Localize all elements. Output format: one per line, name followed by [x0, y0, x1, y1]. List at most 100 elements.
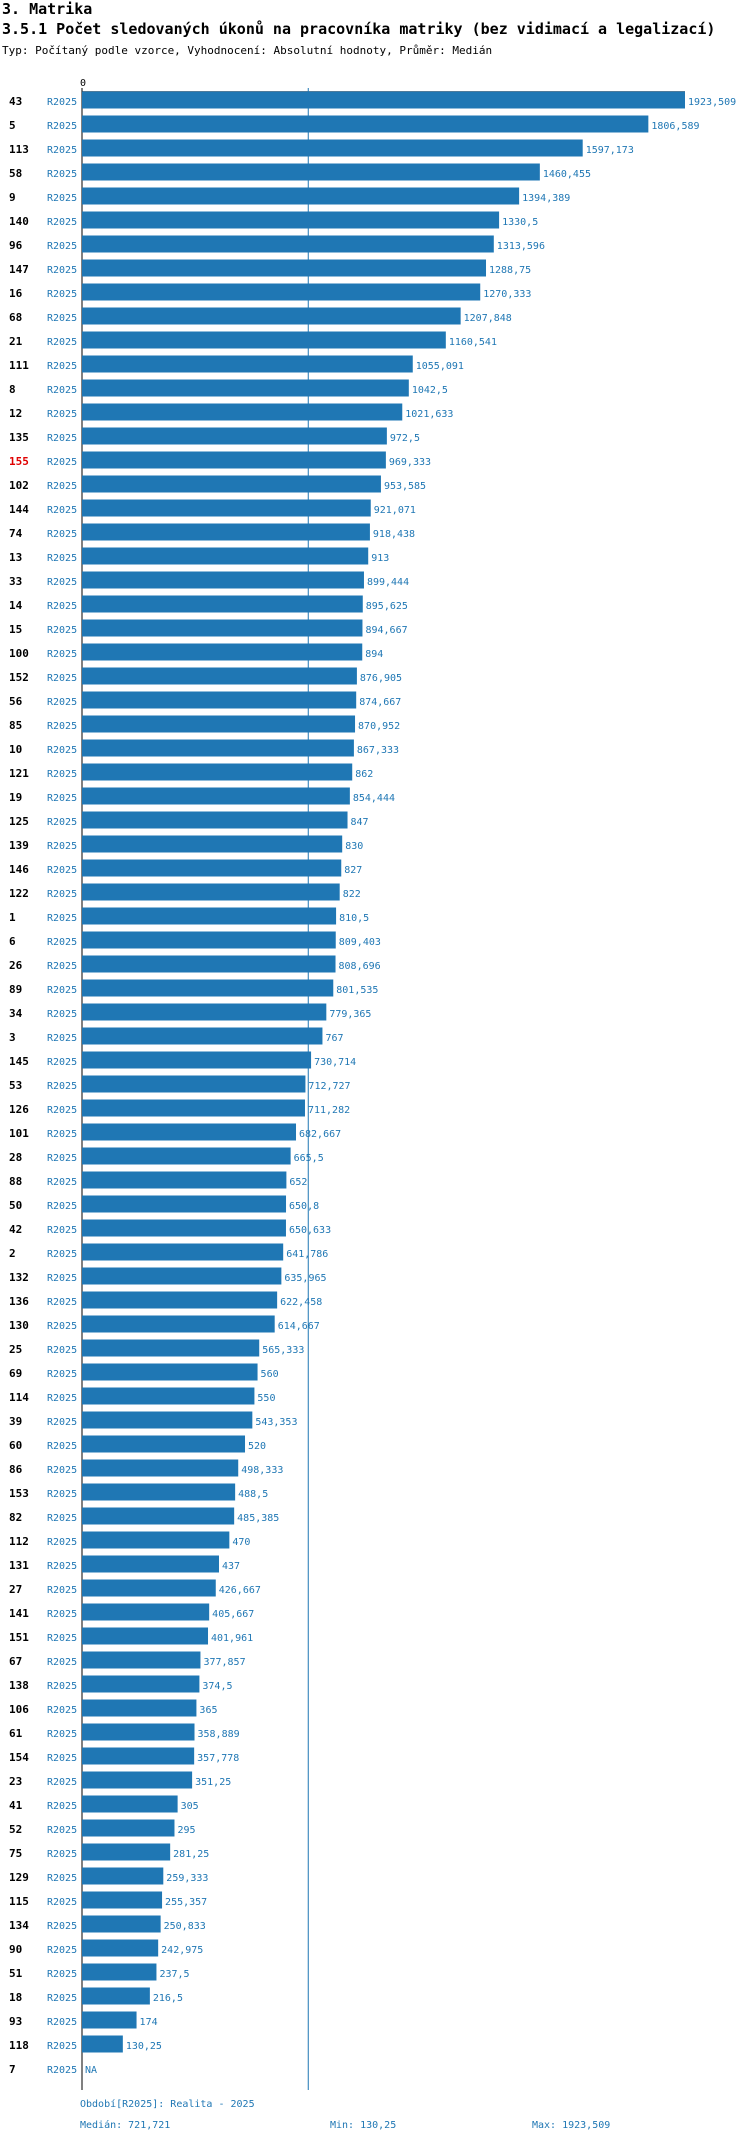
series-label: R2025 — [47, 1897, 77, 1908]
series-label: R2025 — [47, 1153, 77, 1164]
category-label: 90 — [9, 1943, 22, 1956]
series-label: R2025 — [47, 457, 77, 468]
bar — [82, 1411, 253, 1429]
category-label: 19 — [9, 791, 22, 804]
value-label: 801,535 — [336, 985, 378, 996]
series-label: R2025 — [47, 2017, 77, 2028]
category-label: 146 — [9, 863, 29, 876]
category-label: 100 — [9, 647, 29, 660]
bar — [82, 1075, 306, 1093]
x-tick-label: 0 — [80, 78, 86, 89]
bar — [82, 283, 481, 301]
series-label: R2025 — [47, 1369, 77, 1380]
bar — [82, 1819, 175, 1837]
value-label: 295 — [177, 1825, 195, 1836]
series-label: R2025 — [47, 217, 77, 228]
bar — [82, 1603, 210, 1621]
bar — [82, 859, 342, 877]
bar — [82, 1267, 282, 1285]
series-label: R2025 — [47, 529, 77, 540]
series-label: R2025 — [47, 649, 77, 660]
category-label: 153 — [9, 1487, 29, 1500]
series-label: R2025 — [47, 1849, 77, 1860]
bar — [82, 1387, 255, 1405]
category-label: 106 — [9, 1703, 29, 1716]
category-label: 152 — [9, 671, 29, 684]
series-label: R2025 — [47, 2041, 77, 2052]
bar — [82, 1843, 171, 1861]
series-label: R2025 — [47, 1033, 77, 1044]
category-label: 147 — [9, 263, 29, 276]
bar — [82, 1219, 286, 1237]
category-label: 154 — [9, 1751, 29, 1764]
value-label: 305 — [181, 1801, 199, 1812]
series-label: R2025 — [47, 1129, 77, 1140]
bar — [82, 2011, 137, 2029]
chart-subtitle: Typ: Počítaný podle vzorce, Vyhodnocení:… — [2, 44, 493, 57]
value-label: 485,385 — [237, 1513, 279, 1524]
category-label: 122 — [9, 887, 29, 900]
value-label: 130,25 — [126, 2041, 162, 2052]
value-label: 847 — [351, 817, 369, 828]
category-label: 129 — [9, 1871, 29, 1884]
value-label: 913 — [371, 553, 389, 564]
category-label: 86 — [9, 1463, 23, 1476]
category-label: 6 — [9, 935, 16, 948]
series-label: R2025 — [47, 961, 77, 972]
category-label: 96 — [9, 239, 23, 252]
value-label: 972,5 — [390, 433, 420, 444]
value-label: 488,5 — [238, 1489, 268, 1500]
bar — [82, 187, 520, 205]
footer-min: Min: 130,25 — [330, 2120, 397, 2131]
value-label: 918,438 — [373, 529, 415, 540]
category-label: 145 — [9, 1055, 29, 1068]
category-label: 118 — [9, 2039, 29, 2052]
category-label: 51 — [9, 1967, 23, 1980]
bar — [82, 691, 357, 709]
value-label: 953,585 — [384, 481, 426, 492]
value-label: 682,667 — [299, 1129, 341, 1140]
value-label: 870,952 — [358, 721, 400, 732]
bar — [82, 379, 409, 397]
category-label: 131 — [9, 1559, 29, 1572]
series-label: R2025 — [47, 505, 77, 516]
bar — [82, 1651, 201, 1669]
series-label: R2025 — [47, 1225, 77, 1236]
category-label: 151 — [9, 1631, 29, 1644]
series-label: R2025 — [47, 241, 77, 252]
value-label: 1806,589 — [651, 121, 699, 132]
bar — [82, 979, 334, 997]
category-label: 125 — [9, 815, 29, 828]
category-label: 34 — [9, 1007, 23, 1020]
value-label: 1055,091 — [416, 361, 464, 372]
bar — [82, 1459, 239, 1477]
category-label: 132 — [9, 1271, 29, 1284]
value-label: 635,965 — [284, 1273, 326, 1284]
series-label: R2025 — [47, 409, 77, 420]
value-label: 650,633 — [289, 1225, 331, 1236]
category-label: 144 — [9, 503, 29, 516]
category-label: 21 — [9, 335, 23, 348]
series-label: R2025 — [47, 1321, 77, 1332]
category-label: 114 — [9, 1391, 29, 1404]
category-label: 33 — [9, 575, 22, 588]
bar — [82, 955, 336, 973]
bar — [82, 547, 369, 565]
category-label: 53 — [9, 1079, 22, 1092]
value-label: 560 — [261, 1369, 279, 1380]
series-label: R2025 — [47, 1081, 77, 1092]
series-label: R2025 — [47, 673, 77, 684]
series-label: R2025 — [47, 697, 77, 708]
category-label: 93 — [9, 2015, 22, 2028]
bar — [82, 763, 353, 781]
category-label: 141 — [9, 1607, 29, 1620]
category-label: 27 — [9, 1583, 22, 1596]
series-label: R2025 — [47, 121, 77, 132]
category-label: 101 — [9, 1127, 29, 1140]
series-label: R2025 — [47, 721, 77, 732]
category-label: 102 — [9, 479, 29, 492]
value-label: 1313,596 — [497, 241, 545, 252]
bar — [82, 1891, 163, 1909]
bar — [82, 1699, 197, 1717]
